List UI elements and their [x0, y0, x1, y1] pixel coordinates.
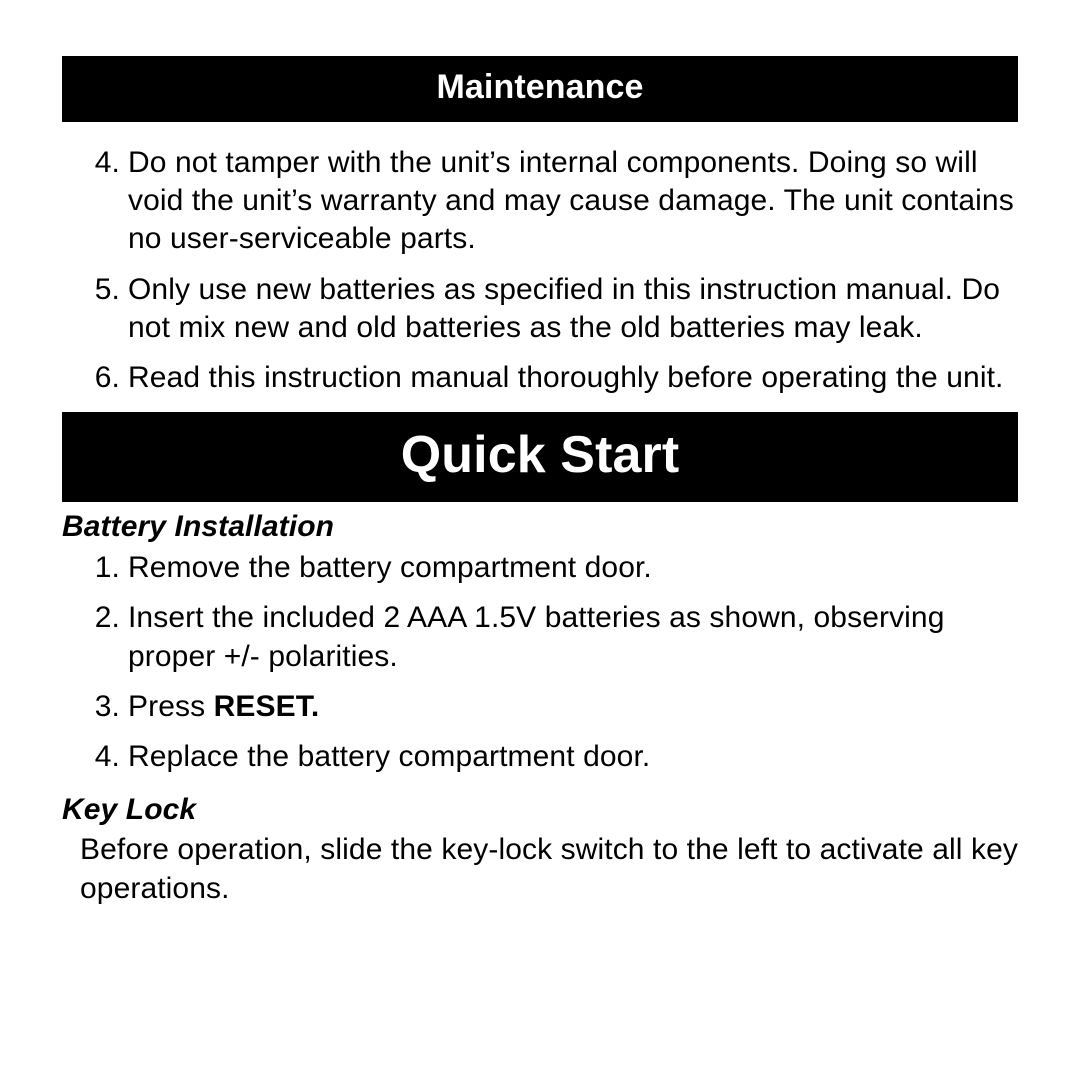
section-band-maintenance: Maintenance [62, 56, 1018, 122]
list-item: 2. Insert the included 2 AAA 1.5V batter… [128, 599, 1018, 676]
subheading-key-lock: Key Lock [62, 791, 1018, 829]
item-text: Do not tamper with the unit’s internal c… [128, 146, 1014, 256]
item-text: Replace the battery compartment door. [128, 740, 650, 773]
list-item: 1. Remove the battery compartment door. [128, 549, 1018, 587]
item-number: 4. [80, 738, 120, 776]
item-text-pre: Press [128, 690, 214, 723]
item-text: Remove the battery compartment door. [128, 551, 652, 584]
item-number: 6. [80, 359, 120, 397]
item-number: 4. [80, 144, 120, 182]
item-text: Read this instruction manual thoroughly … [128, 361, 1003, 394]
list-item: 4. Replace the battery compartment door. [128, 738, 1018, 776]
list-item: 4. Do not tamper with the unit’s interna… [128, 144, 1018, 259]
item-number: 1. [80, 549, 120, 587]
section-title: Quick Start [401, 426, 680, 484]
manual-page: Maintenance 4. Do not tamper with the un… [0, 0, 1080, 1080]
section-band-quick-start: Quick Start [62, 412, 1018, 503]
maintenance-list: 4. Do not tamper with the unit’s interna… [62, 144, 1018, 398]
item-number: 5. [80, 271, 120, 309]
list-item: 6. Read this instruction manual thorough… [128, 359, 1018, 397]
keylock-paragraph: Before operation, slide the key-lock swi… [62, 831, 1018, 908]
item-text: Only use new batteries as specified in t… [128, 273, 1000, 344]
item-text-bold: RESET. [214, 690, 320, 723]
item-number: 3. [80, 688, 120, 726]
list-item: 5. Only use new batteries as specified i… [128, 271, 1018, 348]
item-text: Press RESET. [128, 690, 319, 723]
list-item: 3. Press RESET. [128, 688, 1018, 726]
section-title: Maintenance [436, 68, 643, 106]
subheading-battery-installation: Battery Installation [62, 508, 1018, 546]
item-text: Insert the included 2 AAA 1.5V batteries… [128, 601, 945, 672]
item-number: 2. [80, 599, 120, 637]
battery-install-list: 1. Remove the battery compartment door. … [62, 549, 1018, 777]
